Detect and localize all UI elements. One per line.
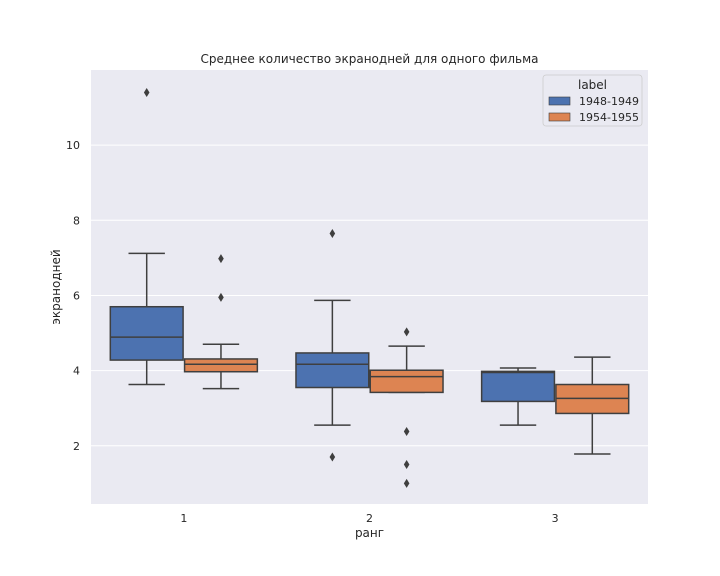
box-body [480, 370, 556, 403]
box-1954-1955-2 [369, 327, 444, 488]
y-tick-label-4: 4 [73, 365, 80, 378]
outlier-point [403, 327, 410, 337]
y-tick-label-8: 8 [73, 214, 80, 227]
box-body [369, 369, 444, 394]
outlier-point [143, 88, 150, 98]
outlier-point [403, 460, 410, 470]
y-axis-label: экранодней [49, 249, 63, 324]
legend-swatch-1948-1949 [548, 96, 571, 106]
y-tick-label-10: 10 [66, 139, 80, 152]
box-body [109, 305, 184, 361]
legend-label-1954-1955: 1954-1955 [579, 111, 639, 124]
plot-background [91, 70, 648, 504]
x-tick-label-3: 3 [552, 512, 559, 525]
outlier-point [403, 426, 410, 436]
legend-title: label [578, 78, 607, 92]
y-tick-label-6: 6 [73, 289, 80, 302]
x-axis-label: ранг [355, 526, 384, 540]
x-tick-label-1: 1 [180, 512, 187, 525]
box-plots [109, 88, 630, 488]
y-tick-label-2: 2 [73, 440, 80, 453]
legend-swatch-1954-1955 [548, 112, 571, 122]
x-tick-label-2: 2 [366, 512, 373, 525]
outlier-point [403, 478, 410, 488]
box-body [295, 352, 370, 389]
box-body [183, 358, 259, 373]
legend: label 1948-1949 1954-1955 [542, 74, 643, 127]
outlier-point [218, 292, 224, 302]
box-1954-1955-1 [183, 254, 259, 390]
box-1948-1949-2 [295, 228, 370, 462]
outlier-point [218, 254, 224, 264]
legend-label-1948-1949: 1948-1949 [579, 95, 639, 108]
box-1954-1955-3 [555, 356, 630, 455]
box-1948-1949-3 [480, 367, 556, 426]
outlier-point [329, 452, 336, 462]
outlier-point [329, 228, 336, 238]
chart-title: Среднее количество экранодней для одного… [200, 52, 538, 66]
box-1948-1949-1 [109, 88, 184, 386]
